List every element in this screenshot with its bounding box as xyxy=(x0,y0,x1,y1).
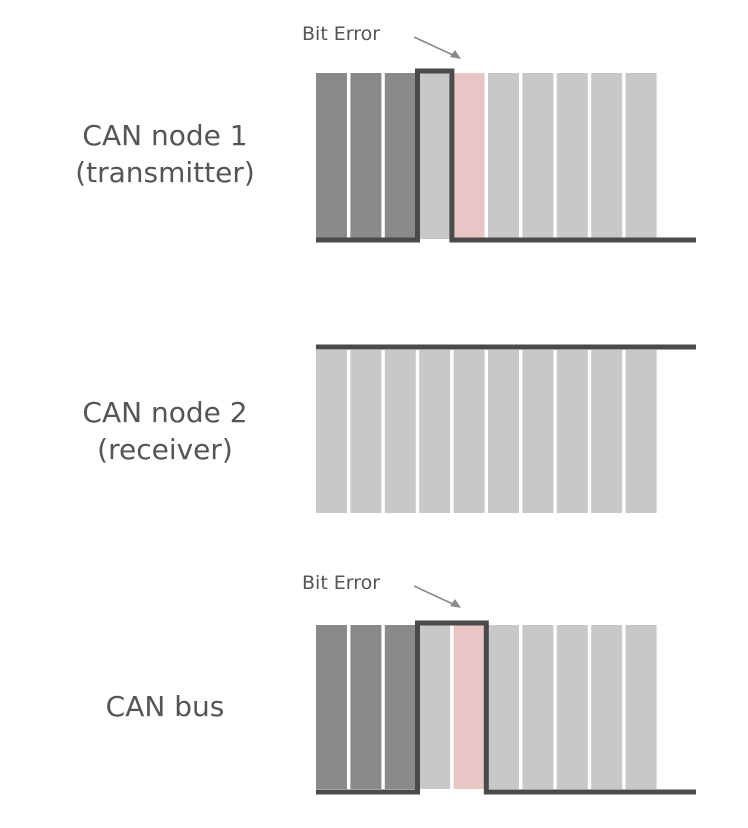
bus-bit-9 xyxy=(591,625,623,789)
node1-bit-5-error xyxy=(453,73,485,239)
node1-bit-7 xyxy=(522,73,554,239)
bus-bit-error-label: Bit Error xyxy=(302,572,380,594)
node2-bit-1 xyxy=(316,350,347,513)
node2-bit-3 xyxy=(384,350,416,513)
node2-bit-8 xyxy=(556,350,588,513)
bus-bit-error-arrowhead xyxy=(450,599,461,608)
node2-bit-4 xyxy=(419,350,451,513)
node1-bit-8 xyxy=(556,73,588,239)
node2-bit-6 xyxy=(488,350,519,513)
bus-bit-3 xyxy=(384,625,416,789)
bus-bit-2 xyxy=(350,625,382,789)
node1-bit-6 xyxy=(488,73,519,239)
row-can-node-1: Bit Error xyxy=(302,23,696,243)
bus-bit-6 xyxy=(488,625,519,789)
label-can-node-1-line1: CAN node 1 xyxy=(82,119,248,152)
node2-bit-2 xyxy=(350,350,382,513)
label-can-node-2-line2: (receiver) xyxy=(97,433,233,466)
bus-bit-8 xyxy=(556,625,588,789)
node1-bit-9 xyxy=(591,73,623,239)
label-can-bus-line1: CAN bus xyxy=(105,690,225,723)
bus-signal-line xyxy=(316,620,696,795)
node2-bit-10 xyxy=(625,350,657,513)
node1-bit-error-arrowhead xyxy=(450,50,461,59)
row-can-bus: Bit Error xyxy=(302,572,696,795)
bus-bit-4 xyxy=(419,625,451,789)
bus-bit-7 xyxy=(522,625,554,789)
node1-bit-3 xyxy=(384,73,416,239)
label-can-node-1-line2: (transmitter) xyxy=(75,156,255,189)
node1-bit-10 xyxy=(625,73,657,239)
label-can-node-1: CAN node 1 (transmitter) xyxy=(20,117,310,191)
node2-bit-5 xyxy=(453,350,485,513)
node1-bit-2 xyxy=(350,73,382,239)
node1-bit-4 xyxy=(419,73,451,239)
node1-signal-line xyxy=(316,68,696,243)
node2-bit-7 xyxy=(522,350,554,513)
bus-bit-5-error xyxy=(453,625,485,789)
node2-bit-9 xyxy=(591,350,623,513)
node1-bit-error-arrow xyxy=(413,36,456,57)
label-can-node-2: CAN node 2 (receiver) xyxy=(20,394,310,468)
bus-bit-1 xyxy=(316,625,347,789)
node1-bit-1 xyxy=(316,73,347,239)
bus-bit-10 xyxy=(625,625,657,789)
label-can-bus: CAN bus xyxy=(20,688,310,725)
label-can-node-2-line1: CAN node 2 xyxy=(82,396,248,429)
bus-bit-error-arrow xyxy=(413,585,456,606)
row-can-node-2 xyxy=(316,344,696,513)
node1-bit-error-label: Bit Error xyxy=(302,23,380,45)
